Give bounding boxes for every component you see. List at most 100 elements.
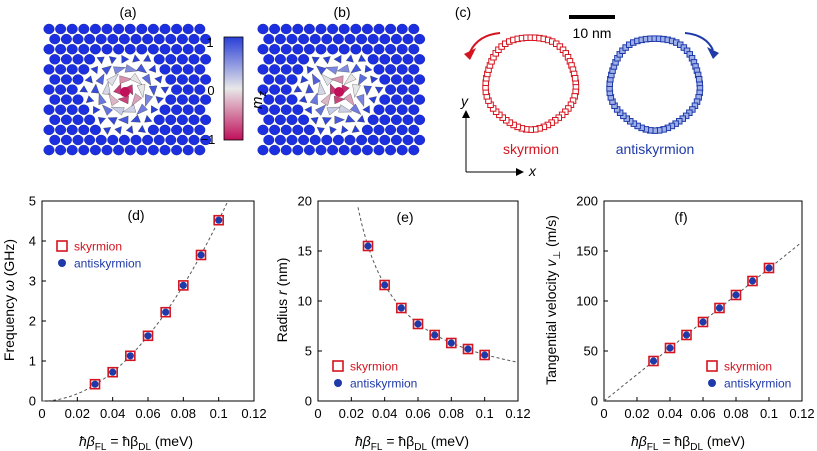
colorbar-tick-mid: 0 (207, 83, 214, 98)
legend-skyrmion-marker (706, 360, 718, 372)
spin-arrow (305, 83, 314, 94)
spin-up-dot (43, 44, 55, 55)
spin-up-dot (390, 33, 402, 45)
legend-antiskyrmion-marker (334, 379, 342, 387)
spin-up-dot (66, 104, 78, 115)
spin-up-dot (274, 33, 286, 45)
spin-up-dot (350, 44, 362, 55)
spin-up-dot (280, 124, 292, 136)
spin-up-dot (274, 94, 286, 105)
legend-skyrmion-marker (332, 360, 344, 372)
spin-arrow (137, 124, 146, 133)
spin-up-dot (257, 64, 269, 75)
spin-up-dot (373, 144, 385, 156)
frequency-chart: (d) Frequency ω (GHz) ħβFL = ħβDL (meV) … (1, 194, 267, 451)
spin-up-dot (292, 104, 304, 115)
spin-up-dot (321, 134, 333, 146)
antiskyrmion-point (162, 308, 170, 316)
spin-up-dot (72, 134, 84, 146)
spin-up-dot (286, 54, 298, 65)
spin-up-dot (303, 144, 315, 156)
antiskyrmion-point (666, 344, 674, 352)
spin-up-dot (396, 44, 408, 55)
spin-up-dot (147, 124, 159, 136)
plot-frame (603, 200, 803, 402)
antiskyrmion-point (765, 264, 773, 272)
spin-up-dot (171, 84, 183, 95)
spin-arrow (129, 73, 143, 86)
spin-arrow (145, 94, 154, 107)
spin-up-dot (153, 54, 165, 65)
spin-arrow (326, 106, 341, 116)
spin-up-dot (55, 84, 67, 95)
legend-antiskyrmion-marker (708, 379, 716, 387)
antiskyrmion-trajectory (606, 35, 704, 134)
spin-up-dot (43, 124, 55, 136)
antiskyrmion-point (215, 216, 223, 224)
spin-arrow (93, 106, 101, 115)
spin-up-dot (327, 44, 339, 55)
spin-up-dot (280, 23, 292, 35)
spin-up-dot (182, 104, 194, 115)
antiskyrmion-label: antiskyrmion (616, 141, 695, 157)
spin-up-dot (66, 44, 78, 55)
spin-up-dot (269, 44, 281, 55)
spin-arrow (97, 117, 106, 125)
spin-arrow (343, 93, 355, 107)
spin-up-dot (43, 64, 55, 75)
spin-up-dot (367, 33, 379, 45)
spin-up-dot (130, 134, 142, 146)
spin-up-dot (286, 94, 298, 105)
spin-up-dot (78, 64, 90, 75)
spin-arrow (136, 103, 148, 115)
spin-up-dot (171, 144, 183, 156)
spin-up-dot (385, 104, 397, 115)
spin-arrow (336, 64, 350, 73)
spin-up-dot (124, 44, 136, 55)
spin-up-dot (124, 23, 136, 35)
panel-label-c: (c) (455, 4, 471, 20)
spin-up-dot (361, 23, 373, 35)
spin-up-dot (292, 23, 304, 35)
spin-up-dot (344, 33, 356, 45)
spin-up-dot (84, 33, 96, 45)
spin-up-dot (385, 144, 397, 156)
spin-up-dot (60, 33, 72, 45)
spin-up-dot (338, 44, 350, 55)
y-tick-label: 2 (29, 314, 36, 329)
antiskyrmion-point (649, 357, 658, 365)
spin-up-dot (298, 54, 310, 65)
spin-up-dot (269, 84, 281, 95)
spin-up-dot (200, 94, 212, 105)
spin-up-dot (188, 94, 200, 105)
spin-up-dot (286, 33, 298, 45)
colorbar: 1 0 −1 mz (201, 35, 269, 147)
spin-arrow (330, 75, 344, 84)
spin-arrow (316, 65, 327, 75)
x-tick-label: 0.02 (624, 406, 649, 421)
spin-up-dot (159, 144, 171, 156)
spin-arrow (356, 114, 365, 123)
spin-arrow (121, 55, 130, 64)
spin-up-dot (292, 144, 304, 156)
spin-up-dot (315, 44, 327, 55)
spin-arrow (117, 115, 129, 125)
chart-panel-label: (f) (674, 209, 687, 225)
spin-arrow (106, 73, 119, 86)
antiskyrmion-point (699, 318, 707, 326)
spin-up-dot (315, 144, 327, 156)
spin-arrow (151, 105, 159, 114)
spin-up-dot (373, 104, 385, 115)
spin-up-dot (136, 144, 148, 156)
spin-arrow (363, 85, 372, 96)
spin-up-dot (332, 33, 344, 45)
spin-up-dot (101, 144, 113, 156)
spin-arrow (325, 66, 339, 75)
spin-up-dot (171, 23, 183, 35)
spin-up-dot (414, 134, 426, 146)
legend-skyrmion-label: skyrmion (350, 360, 398, 374)
spin-up-dot (402, 74, 414, 85)
panel-label-a: (a) (119, 4, 136, 20)
spin-up-dot (385, 124, 397, 136)
spin-arrow (356, 94, 365, 107)
